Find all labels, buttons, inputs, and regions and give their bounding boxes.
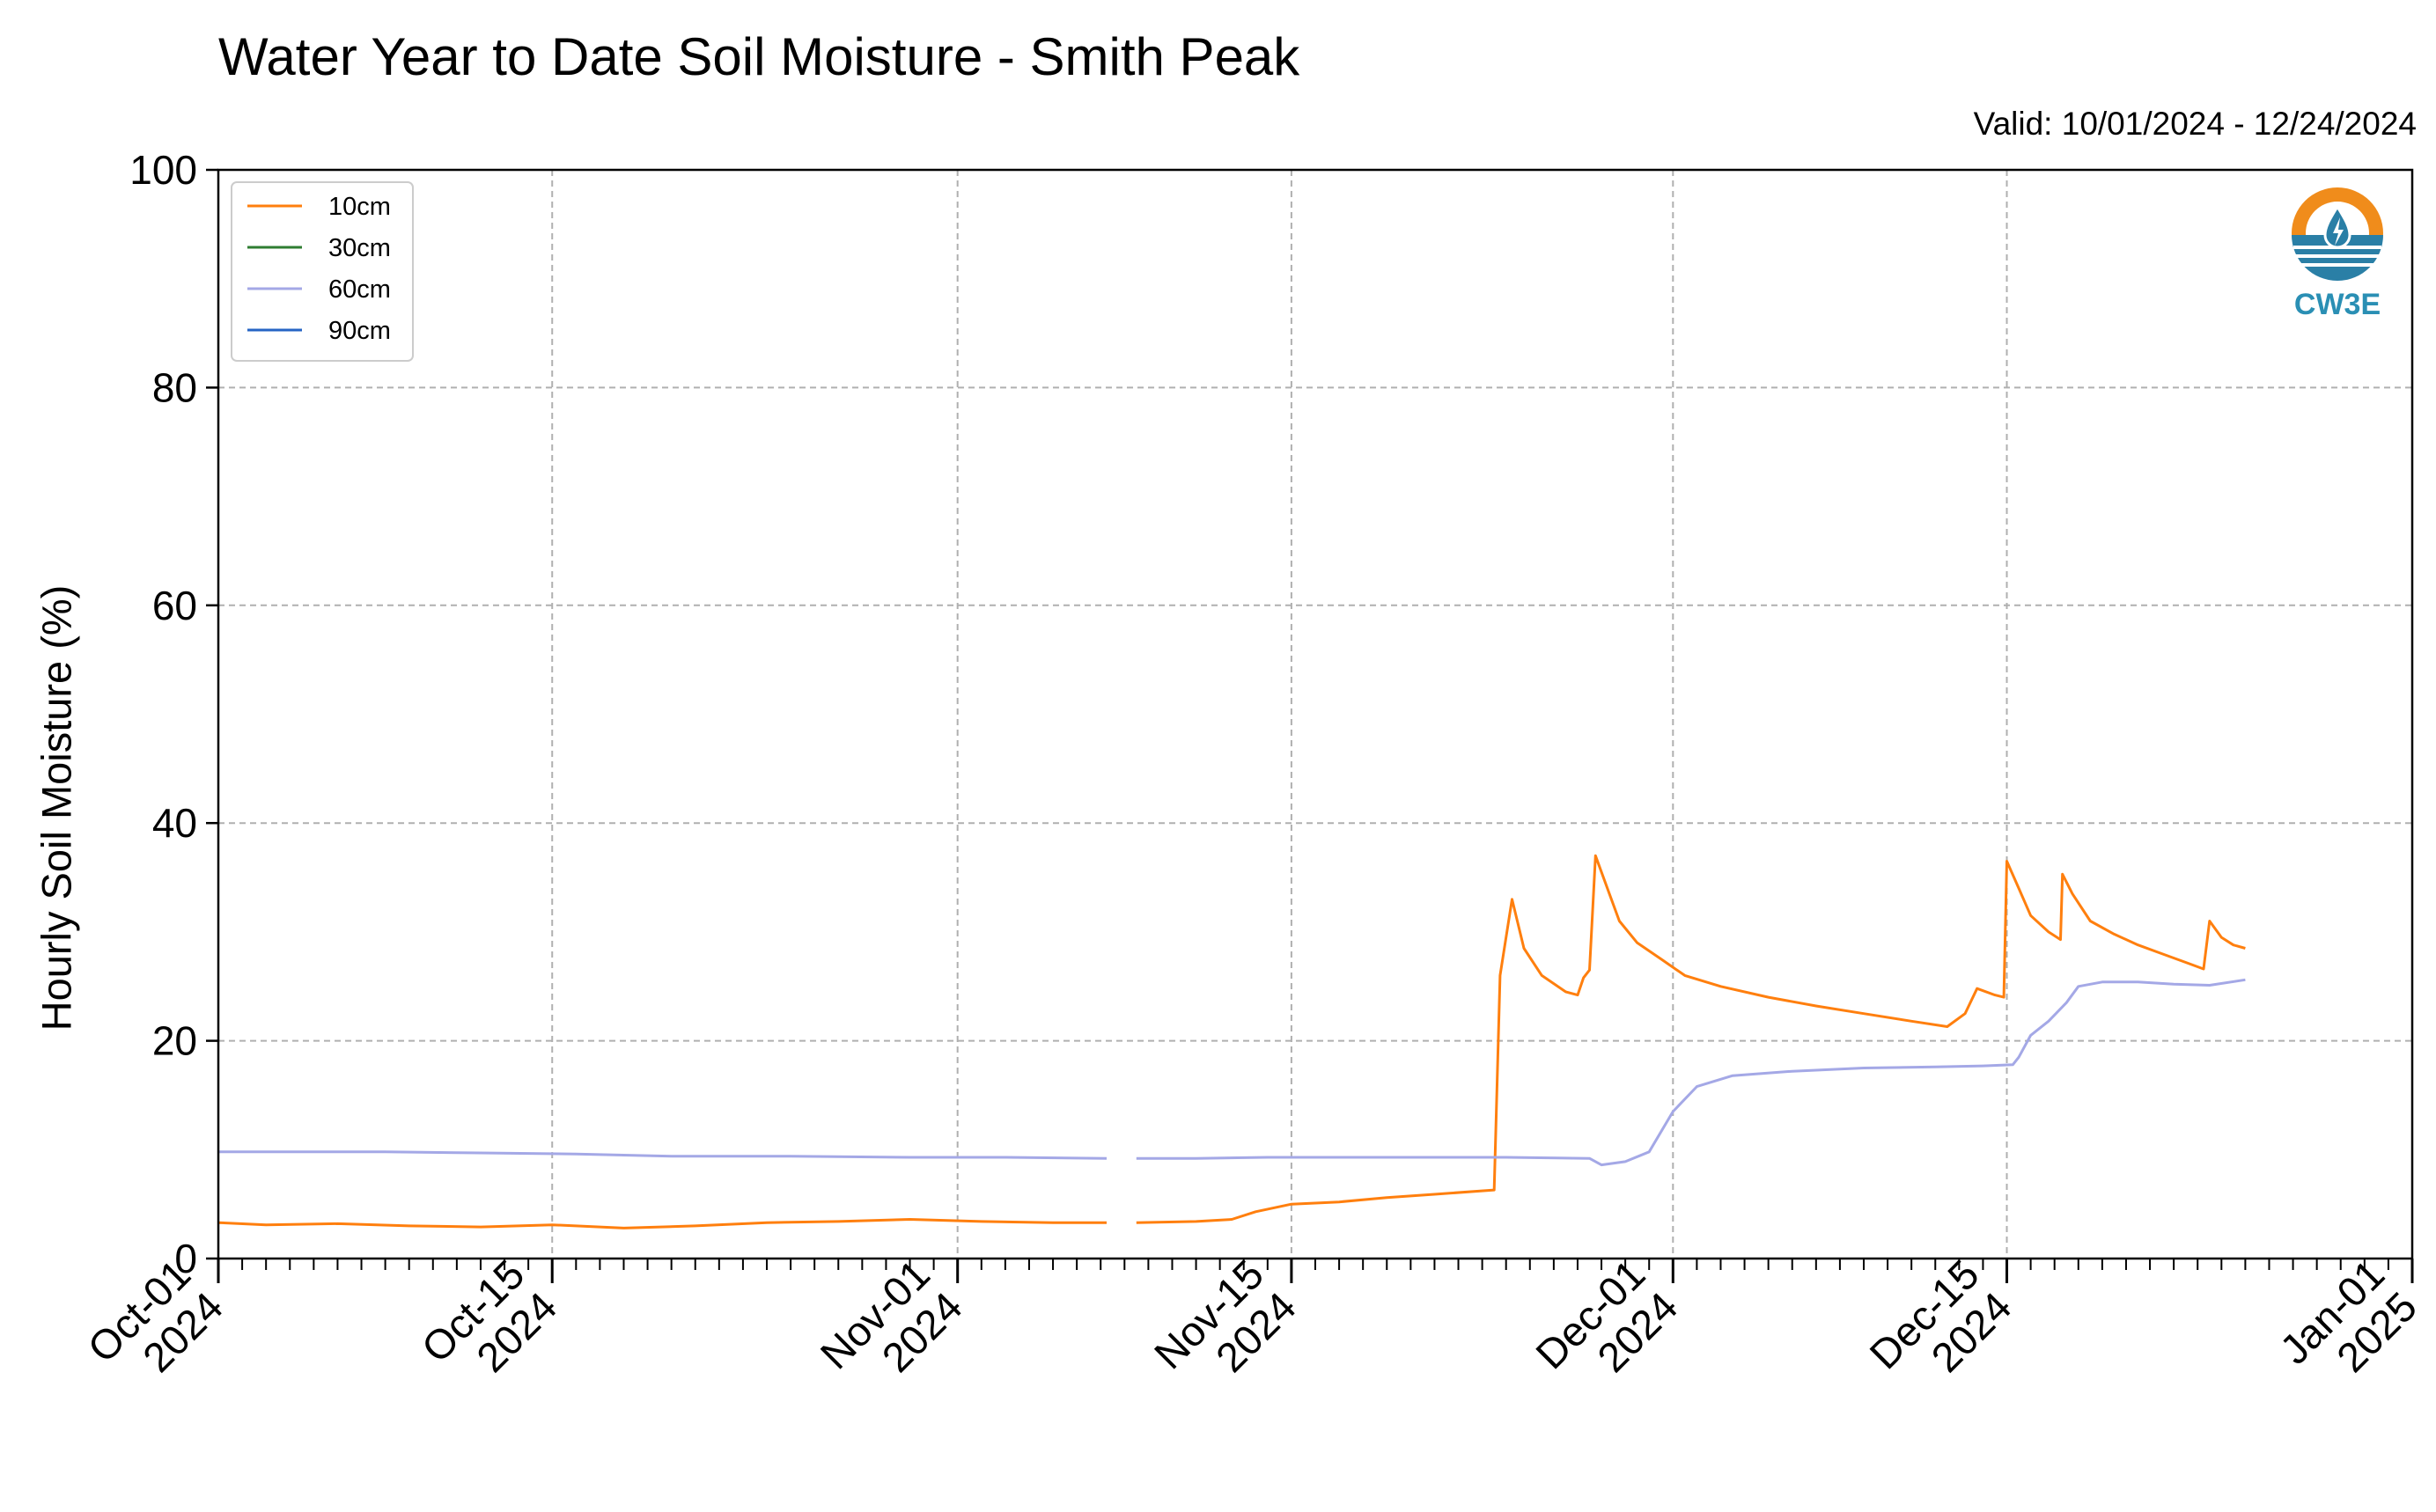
grid-lines	[218, 170, 2412, 1259]
y-tick-label: 60	[152, 583, 197, 628]
y-tick-label: 40	[152, 800, 197, 846]
legend-label-90cm: 90cm	[328, 317, 391, 345]
cw3e-logo: CW3E	[2292, 187, 2383, 321]
lightning-icon	[2333, 217, 2344, 246]
legend-label-10cm: 10cm	[328, 193, 391, 221]
series-line-10cm	[217, 1218, 1107, 1229]
y-tick-label: 100	[129, 147, 197, 193]
chart-title: Water Year to Date Soil Moisture - Smith…	[218, 27, 1300, 86]
series-line-60cm	[218, 1150, 1108, 1160]
y-tick-label: 80	[152, 364, 197, 410]
series-lines	[217, 854, 2246, 1229]
legend-box	[231, 181, 414, 362]
plot-frame	[217, 168, 2414, 1260]
valid-date-range: Valid: 10/01/2024 - 12/24/2024	[1973, 106, 2417, 142]
logo-wordmark: CW3E	[2294, 288, 2381, 321]
series-line-60cm	[1136, 978, 2246, 1167]
legend: 10cm 30cm 60cm 90cm	[231, 181, 414, 362]
y-tick-label: 0	[174, 1236, 197, 1281]
legend-label-30cm: 30cm	[328, 234, 391, 262]
series-line-10cm	[1136, 854, 2246, 1224]
y-tick-label: 20	[152, 1018, 197, 1064]
legend-label-60cm: 60cm	[328, 275, 391, 304]
